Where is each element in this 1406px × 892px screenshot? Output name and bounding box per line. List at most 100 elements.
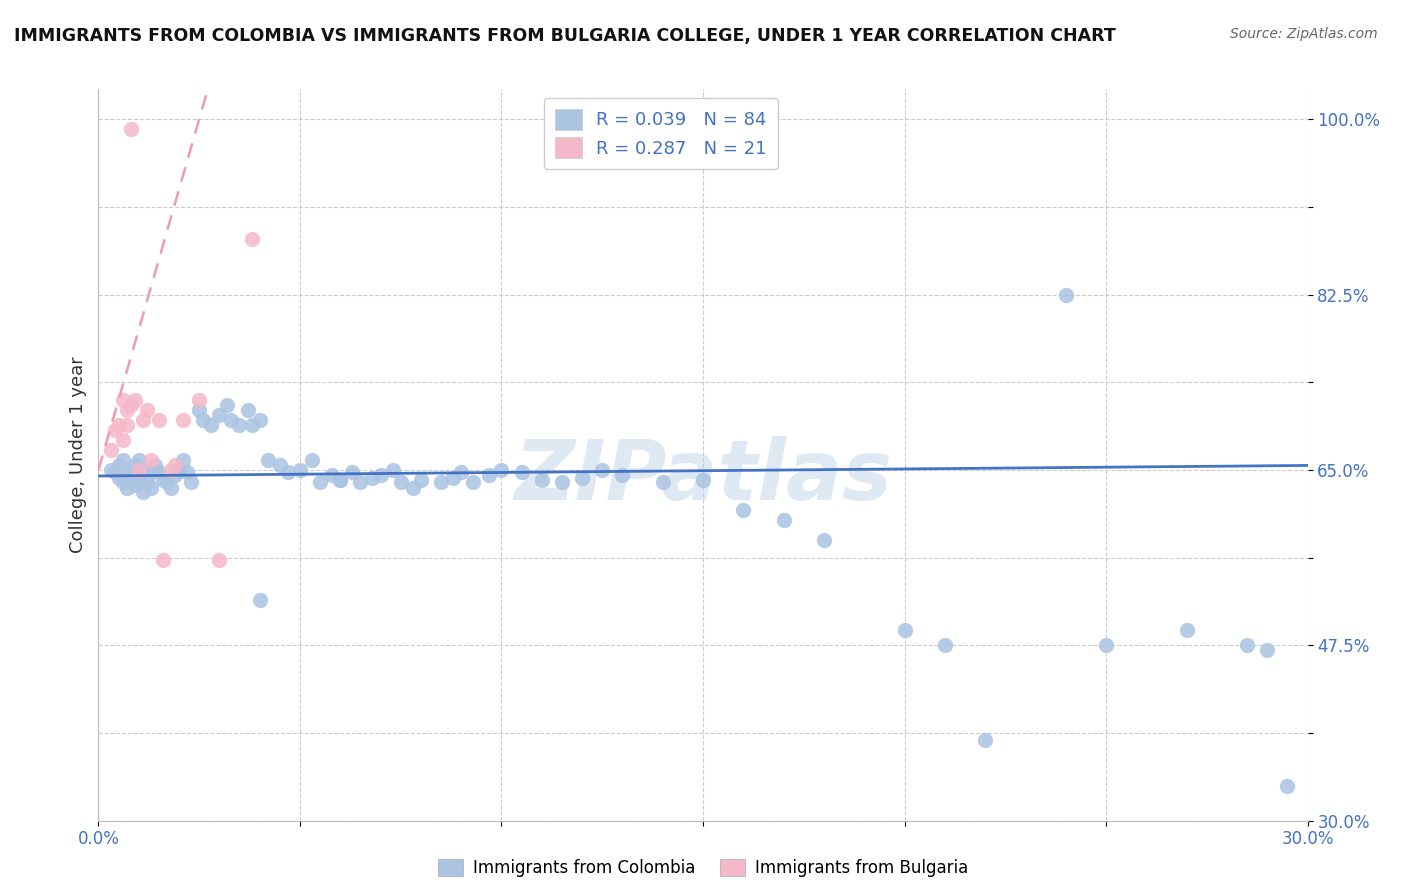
Point: [402, 481, 425, 495]
Point: [128, 463, 150, 477]
Point: [188, 402, 211, 417]
Point: [135, 471, 157, 485]
Point: [167, 463, 190, 477]
Point: [1175, 624, 1198, 638]
Point: [107, 458, 129, 472]
Point: [100, 463, 122, 477]
Point: [370, 467, 392, 482]
Point: [193, 413, 215, 427]
Point: [176, 465, 198, 479]
Point: [132, 463, 155, 477]
Point: [491, 463, 513, 477]
Point: [152, 553, 174, 567]
Point: [163, 458, 186, 472]
Text: IMMIGRANTS FROM COLOMBIA VS IMMIGRANTS FROM BULGARIA COLLEGE, UNDER 1 YEAR CORRE: IMMIGRANTS FROM COLOMBIA VS IMMIGRANTS F…: [14, 27, 1116, 45]
Text: Source: ZipAtlas.com: Source: ZipAtlas.com: [1230, 27, 1378, 41]
Point: [107, 471, 129, 485]
Point: [240, 417, 263, 432]
Point: [450, 465, 472, 479]
Point: [107, 417, 129, 432]
Point: [111, 392, 134, 407]
Point: [115, 417, 138, 432]
Point: [120, 473, 142, 487]
Point: [128, 453, 150, 467]
Point: [128, 475, 150, 489]
Point: [124, 458, 146, 472]
Point: [1054, 287, 1077, 301]
Point: [692, 473, 714, 487]
Point: [329, 473, 352, 487]
Point: [269, 458, 291, 472]
Point: [381, 463, 404, 477]
Point: [256, 453, 278, 467]
Point: [208, 408, 231, 422]
Point: [389, 475, 412, 489]
Point: [135, 402, 157, 417]
Point: [772, 513, 794, 527]
Point: [236, 402, 259, 417]
Point: [135, 475, 157, 489]
Point: [349, 475, 371, 489]
Point: [120, 122, 142, 136]
Point: [152, 473, 174, 487]
Point: [551, 475, 574, 489]
Text: ZIPatlas: ZIPatlas: [515, 436, 891, 517]
Point: [124, 478, 146, 492]
Point: [111, 475, 134, 489]
Point: [148, 413, 170, 427]
Point: [103, 423, 125, 437]
Point: [115, 481, 138, 495]
Point: [329, 473, 352, 487]
Point: [249, 413, 271, 427]
Point: [1256, 643, 1278, 657]
Point: [188, 392, 211, 407]
Point: [143, 458, 166, 472]
Point: [813, 533, 835, 547]
Point: [974, 733, 997, 747]
Point: [111, 453, 134, 467]
Point: [249, 593, 271, 607]
Point: [160, 463, 183, 477]
Point: [156, 475, 179, 489]
Point: [288, 463, 311, 477]
Point: [571, 471, 593, 485]
Point: [221, 413, 243, 427]
Point: [172, 413, 194, 427]
Point: [120, 465, 142, 479]
Point: [163, 467, 186, 482]
Point: [208, 553, 231, 567]
Point: [342, 465, 364, 479]
Point: [478, 467, 501, 482]
Point: [217, 398, 239, 412]
Point: [160, 481, 183, 495]
Point: [1236, 638, 1258, 652]
Point: [934, 638, 956, 652]
Point: [530, 473, 553, 487]
Point: [100, 442, 122, 457]
Point: [409, 473, 432, 487]
Y-axis label: College, Under 1 year: College, Under 1 year: [69, 357, 87, 553]
Point: [139, 453, 162, 467]
Point: [612, 467, 634, 482]
Point: [321, 467, 343, 482]
Point: [120, 398, 142, 412]
Point: [111, 433, 134, 447]
Point: [172, 453, 194, 467]
Point: [361, 471, 384, 485]
Point: [651, 475, 673, 489]
Point: [180, 475, 202, 489]
Point: [430, 475, 453, 489]
Point: [115, 402, 138, 417]
Legend: Immigrants from Colombia, Immigrants from Bulgaria: Immigrants from Colombia, Immigrants fro…: [432, 852, 974, 884]
Point: [1095, 638, 1118, 652]
Point: [309, 475, 332, 489]
Point: [893, 624, 915, 638]
Point: [510, 465, 533, 479]
Point: [200, 417, 222, 432]
Point: [441, 471, 464, 485]
Point: [132, 485, 155, 500]
Point: [591, 463, 613, 477]
Point: [128, 467, 150, 482]
Point: [1277, 779, 1299, 793]
Point: [301, 453, 323, 467]
